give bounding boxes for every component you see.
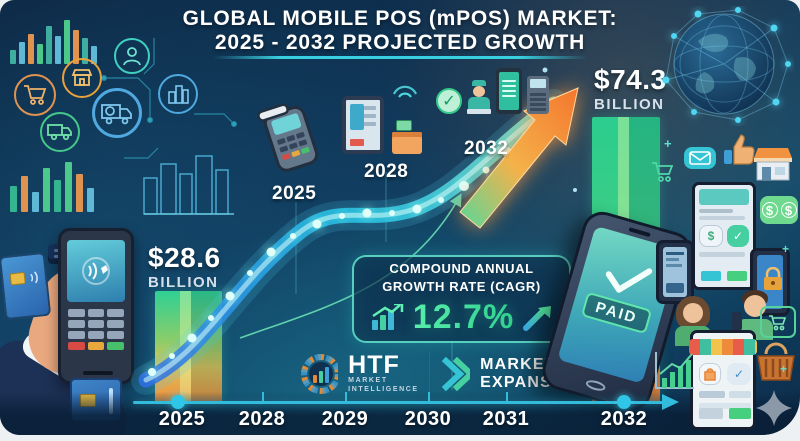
pos-terminal-2025-icon: [257, 103, 319, 172]
timeline-marker-2032: [617, 395, 631, 409]
check-tile: ✓: [727, 225, 749, 247]
growth-mini-chart-icon: [655, 352, 694, 389]
storefront-small-icon: [754, 148, 792, 181]
timeline-axis: [133, 401, 663, 404]
axis-year-2030: 2030: [404, 408, 452, 430]
network-links: [665, 9, 789, 121]
email-icon: [684, 147, 716, 169]
held-phone: [732, 312, 742, 330]
up-right-arrow-icon: [523, 305, 552, 331]
check-icon: [605, 268, 653, 293]
plus-sparkle: +: [664, 136, 672, 151]
paid-smartphone: PAID: [537, 207, 697, 415]
page-title: GLOBAL MOBILE POS (mPOS) MARKET: 2025 - …: [0, 7, 800, 55]
milestone-2028-label: 2028: [364, 161, 409, 182]
cashier-icon: [467, 80, 491, 114]
contactless-credit-card: [0, 251, 52, 321]
timeline-tick: [428, 392, 430, 401]
axis-year-2025: 2025: [158, 408, 206, 430]
delivery-truck-icon: [40, 112, 80, 152]
city-buildings-icon: [158, 74, 198, 114]
growth-curve: [131, 89, 569, 395]
home-button: [584, 378, 607, 393]
left-decor-graphics: [10, 20, 238, 215]
mpos-screen: [67, 240, 125, 302]
cart-small-icon: [652, 162, 674, 182]
plus-sparkle: +: [780, 362, 788, 376]
secure-phone-lock-icon: [750, 248, 790, 316]
phone-app-icon: [656, 240, 694, 304]
lock-icon: [764, 267, 782, 290]
axis-year-2032: 2032: [600, 408, 648, 430]
milestone-2032-label: 2032: [464, 138, 509, 159]
circuit-lines-decor: [100, 38, 238, 159]
mini-terminal-icon: [527, 76, 549, 114]
logo-sub2: INTELLIGENCE: [348, 386, 419, 394]
logistics-truck-icon: [92, 88, 142, 138]
timeline-tick: [262, 392, 264, 401]
cagr-panel: COMPOUND ANNUAL GROWTH RATE (CAGR) 12.7%: [352, 255, 571, 343]
check-circle-icon: ✓: [436, 88, 462, 114]
start-amount: $28.6: [148, 242, 221, 273]
price-tile: $: [699, 225, 723, 247]
cagr-label-line1: COMPOUND ANNUAL: [389, 260, 534, 276]
skyline-decor: [143, 155, 234, 215]
timeline-tick: [506, 392, 508, 401]
title-underline: [213, 56, 587, 59]
timeline-arrowhead-icon: [662, 394, 679, 410]
check-order-tile: ✓: [727, 363, 751, 385]
bar-chart-decor-bottom: [10, 162, 94, 212]
title-line1: GLOBAL MOBILE POS (mPOS) MARKET:: [182, 7, 618, 30]
start-value-block: $28.6 BILLION: [148, 242, 221, 291]
money-chat-bubble-icon: $ $: [760, 196, 798, 224]
htf-gear-logo-icon: [301, 354, 339, 394]
person-icon: [114, 38, 150, 74]
wifi-waves-icon: [392, 85, 418, 98]
thumbs-up-icon: [724, 134, 755, 165]
axis-year-2029: 2029: [321, 408, 369, 430]
end-value-block: $74.3 BILLION: [594, 64, 667, 113]
contactless-payment-icon: [82, 257, 110, 285]
mpos-keypad: [68, 309, 124, 350]
growth-dots: [148, 131, 530, 376]
logo-text: HTF: [348, 350, 400, 379]
shopping-bag-tile: [699, 363, 721, 385]
storefront-icon: [62, 58, 102, 98]
mobile-storefront-icon: ✓: [689, 330, 757, 430]
plus-sparkle: +: [782, 242, 790, 256]
axis-year-2031: 2031: [482, 408, 530, 430]
tagline-line1: MARKET: [480, 355, 556, 373]
branding-row: HTF MARKET INTELLIGENCE MARKET EXPANSION: [298, 348, 584, 400]
start-unit: BILLION: [148, 274, 219, 291]
tablet-checkout-icon: $ ✓: [692, 182, 756, 290]
paid-phone-screen: PAID: [557, 225, 681, 384]
network-globe-icon: [662, 7, 791, 123]
big-growth-arrow-icon: [459, 87, 579, 229]
wifi-phone-icon: [496, 68, 522, 114]
cagr-label-line2: GROWTH RATE (CAGR): [382, 278, 541, 294]
cagr-value: 12.7%: [412, 298, 515, 337]
contactless-waves-icon: [30, 271, 38, 284]
smart-checkout-2032-icon: ✓: [436, 68, 549, 114]
timeline-tick: [345, 392, 347, 401]
timeline-marker-2025: [171, 395, 185, 409]
logo-sub1: MARKET: [348, 377, 388, 385]
basket-icon: [757, 342, 795, 381]
shopping-cart-icon: [14, 74, 56, 116]
double-chevron-icon: [442, 357, 471, 391]
end-unit: BILLION: [594, 96, 665, 113]
divider: [428, 352, 431, 396]
end-amount: $74.3: [594, 64, 667, 95]
sparkle-diamond-icon: [756, 390, 792, 426]
bar-chart-up-icon: [371, 303, 404, 330]
tablet-payment-2028-icon: [342, 85, 422, 154]
milestone-2025-label: 2025: [272, 183, 317, 204]
title-line2: 2025 - 2032 PROJECTED GROWTH: [214, 31, 586, 55]
cart-chat-bubble-icon: [760, 306, 796, 338]
bar-chart-decor-top: [10, 20, 97, 64]
axis-year-2028: 2028: [238, 408, 286, 430]
